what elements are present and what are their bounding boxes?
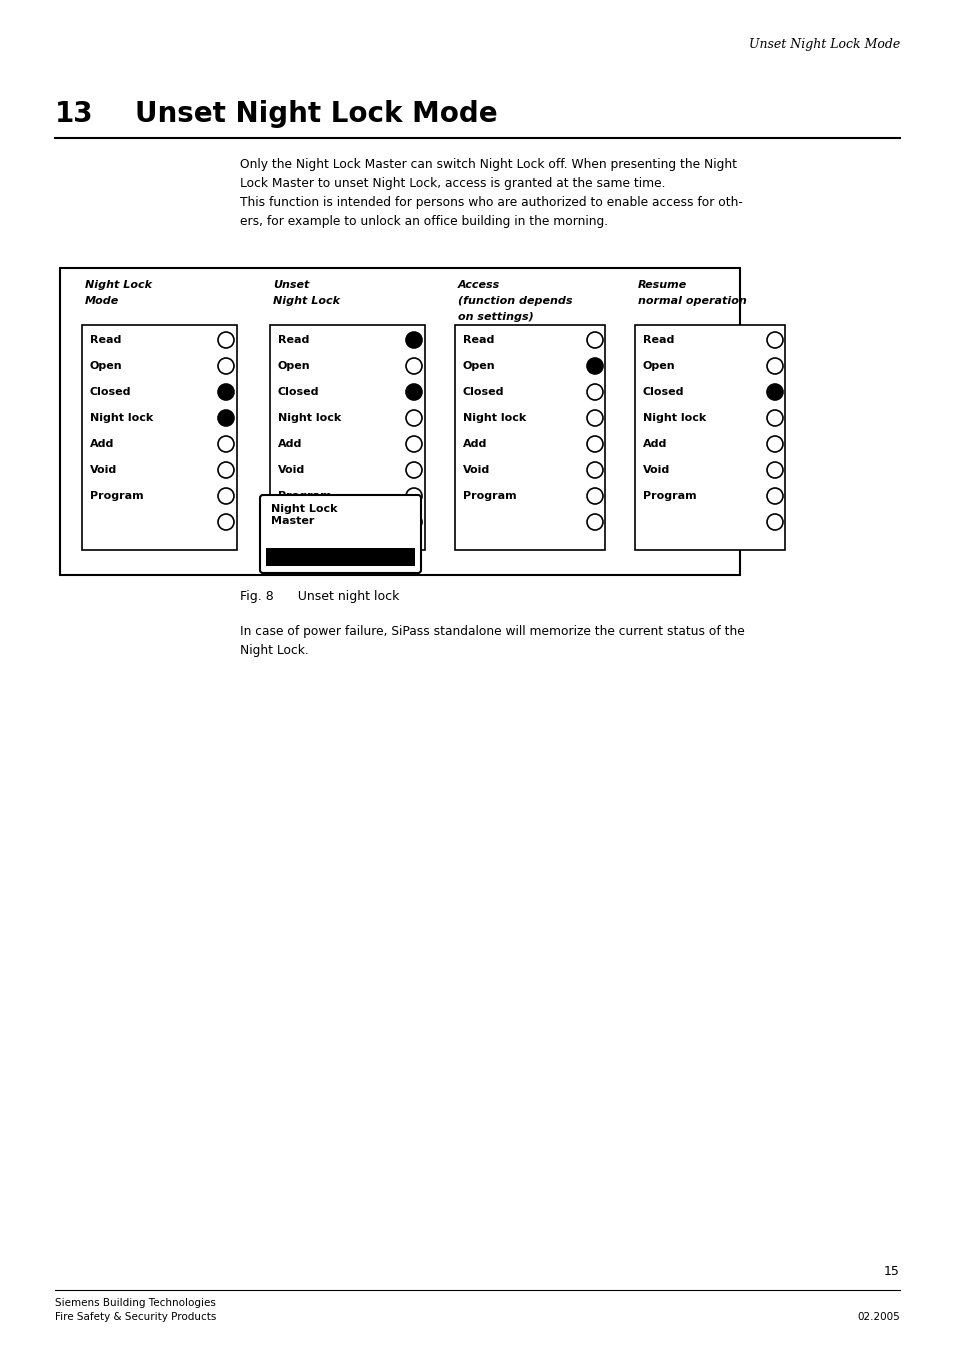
Text: Void: Void xyxy=(90,465,117,476)
Bar xyxy=(270,326,424,550)
Text: Closed: Closed xyxy=(462,386,504,397)
Text: Night lock: Night lock xyxy=(462,413,526,423)
Circle shape xyxy=(218,462,233,478)
Text: (function depends: (function depends xyxy=(457,296,572,305)
Text: Only the Night Lock Master can switch Night Lock off. When presenting the Night: Only the Night Lock Master can switch Ni… xyxy=(240,158,737,172)
Text: Resume: Resume xyxy=(638,280,686,290)
Text: Night lock: Night lock xyxy=(642,413,705,423)
Text: Night Lock: Night Lock xyxy=(85,280,152,290)
Text: Night Lock.: Night Lock. xyxy=(240,644,309,657)
Text: Add: Add xyxy=(90,439,114,449)
Circle shape xyxy=(218,358,233,374)
Circle shape xyxy=(406,358,421,374)
Circle shape xyxy=(586,332,602,349)
Circle shape xyxy=(766,436,782,453)
Text: Unset: Unset xyxy=(273,280,309,290)
Text: Program: Program xyxy=(642,490,696,501)
Text: Read: Read xyxy=(90,335,121,345)
Circle shape xyxy=(766,409,782,426)
Text: Read: Read xyxy=(277,335,309,345)
Text: Night Lock
Master: Night Lock Master xyxy=(271,504,337,526)
Text: ers, for example to unlock an office building in the morning.: ers, for example to unlock an office bui… xyxy=(240,215,607,228)
Bar xyxy=(266,549,415,566)
Circle shape xyxy=(406,462,421,478)
Text: Void: Void xyxy=(642,465,670,476)
Text: Program: Program xyxy=(277,490,332,501)
Text: 02.2005: 02.2005 xyxy=(857,1312,899,1323)
Circle shape xyxy=(406,488,421,504)
FancyBboxPatch shape xyxy=(260,494,420,573)
Text: Add: Add xyxy=(277,439,302,449)
Text: Fire Safety & Security Products: Fire Safety & Security Products xyxy=(55,1312,216,1323)
Text: Night lock: Night lock xyxy=(90,413,153,423)
Text: on settings): on settings) xyxy=(457,312,533,322)
Text: Fig. 8      Unset night lock: Fig. 8 Unset night lock xyxy=(240,590,399,603)
Text: Night Lock: Night Lock xyxy=(273,296,339,305)
Circle shape xyxy=(586,513,602,530)
Bar xyxy=(82,326,236,550)
Circle shape xyxy=(218,436,233,453)
Text: Siemens Building Technologies: Siemens Building Technologies xyxy=(55,1298,215,1308)
Bar xyxy=(60,267,740,576)
Text: normal operation: normal operation xyxy=(638,296,746,305)
Text: Open: Open xyxy=(90,361,123,372)
Text: Closed: Closed xyxy=(642,386,684,397)
Text: In case of power failure, SiPass standalone will memorize the current status of : In case of power failure, SiPass standal… xyxy=(240,626,744,638)
Circle shape xyxy=(586,409,602,426)
Circle shape xyxy=(586,436,602,453)
Text: Read: Read xyxy=(462,335,494,345)
Circle shape xyxy=(766,462,782,478)
Circle shape xyxy=(766,332,782,349)
Circle shape xyxy=(406,436,421,453)
Bar xyxy=(455,326,604,550)
Text: Add: Add xyxy=(462,439,487,449)
Circle shape xyxy=(766,513,782,530)
Circle shape xyxy=(586,358,602,374)
Text: Closed: Closed xyxy=(277,386,319,397)
Text: Access: Access xyxy=(457,280,499,290)
Text: Void: Void xyxy=(462,465,490,476)
Text: Add: Add xyxy=(642,439,667,449)
Circle shape xyxy=(586,462,602,478)
Circle shape xyxy=(586,488,602,504)
Circle shape xyxy=(766,358,782,374)
Text: Mode: Mode xyxy=(85,296,119,305)
Circle shape xyxy=(218,513,233,530)
Circle shape xyxy=(406,332,421,349)
Circle shape xyxy=(218,332,233,349)
Circle shape xyxy=(406,409,421,426)
Circle shape xyxy=(586,384,602,400)
Text: Program: Program xyxy=(462,490,517,501)
Text: Open: Open xyxy=(462,361,496,372)
Text: Program: Program xyxy=(90,490,144,501)
Text: 13: 13 xyxy=(55,100,93,128)
Text: Closed: Closed xyxy=(90,386,132,397)
Text: Night lock: Night lock xyxy=(277,413,341,423)
Text: Open: Open xyxy=(277,361,311,372)
Text: Lock Master to unset Night Lock, access is granted at the same time.: Lock Master to unset Night Lock, access … xyxy=(240,177,665,190)
Circle shape xyxy=(766,384,782,400)
Text: Read: Read xyxy=(642,335,674,345)
Text: This function is intended for persons who are authorized to enable access for ot: This function is intended for persons wh… xyxy=(240,196,742,209)
Text: Unset Night Lock Mode: Unset Night Lock Mode xyxy=(135,100,497,128)
Text: Void: Void xyxy=(277,465,305,476)
Circle shape xyxy=(218,384,233,400)
Circle shape xyxy=(766,488,782,504)
Text: 15: 15 xyxy=(883,1265,899,1278)
Bar xyxy=(635,326,784,550)
Circle shape xyxy=(406,384,421,400)
Circle shape xyxy=(218,488,233,504)
Circle shape xyxy=(406,513,421,530)
Text: Unset Night Lock Mode: Unset Night Lock Mode xyxy=(748,38,899,51)
Circle shape xyxy=(218,409,233,426)
Text: Open: Open xyxy=(642,361,675,372)
